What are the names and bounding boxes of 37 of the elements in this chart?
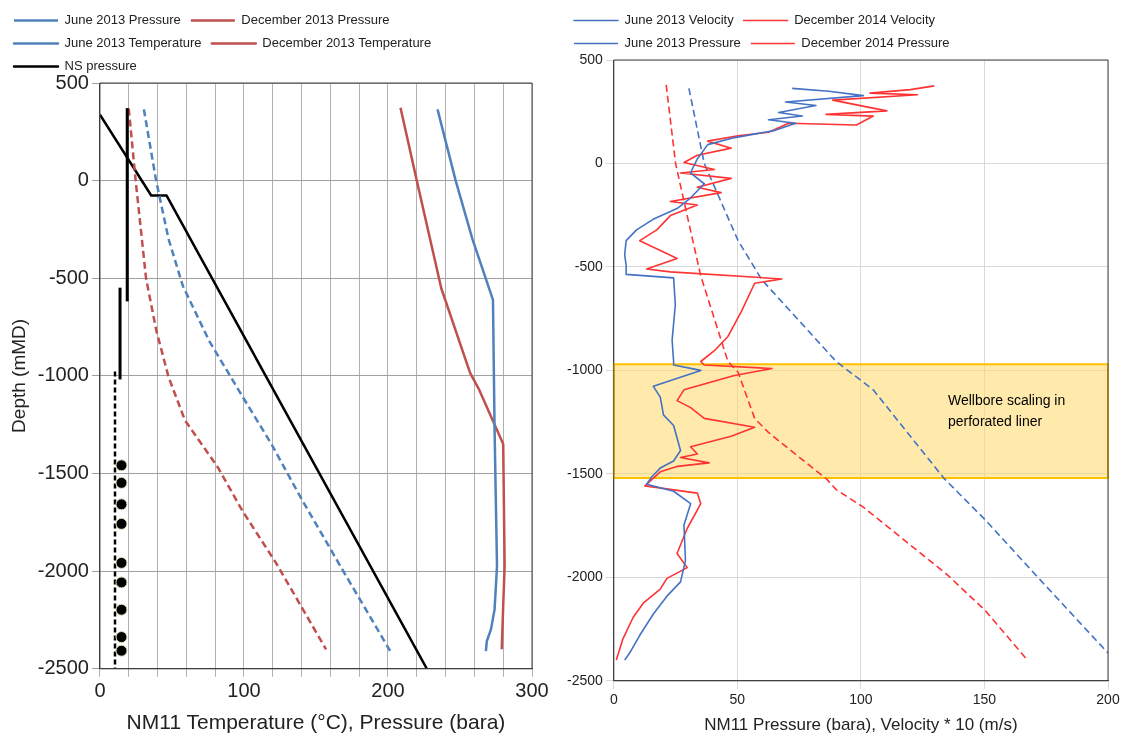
y-tick-label: 0 — [77, 168, 89, 191]
x-tick-label: 200 — [1096, 691, 1120, 708]
legend-label: December 2013 Pressure — [241, 12, 390, 28]
line-series — [142, 108, 392, 653]
x-tick-label: 300 — [515, 679, 549, 702]
legend-label: December 2014 Pressure — [801, 35, 950, 51]
x-tick-label: 100 — [227, 679, 261, 702]
legend-label: June 2013 Pressure — [64, 12, 181, 28]
legend-label: June 2013 Pressure — [624, 35, 741, 51]
band-label: Wellbore scaling in perforated liner — [948, 392, 1066, 430]
y-tick-label: -1500 — [566, 464, 604, 481]
x-tick-label: 200 — [371, 679, 405, 702]
x-tick-label: 50 — [729, 691, 746, 708]
x-tick-label: 150 — [972, 691, 997, 708]
legend-label: June 2013 Temperature — [64, 35, 202, 51]
y-tick-label: -2500 — [566, 671, 604, 688]
y-tick-label: 0 — [595, 154, 604, 171]
y-tick-label: -500 — [574, 257, 604, 274]
y-tick-label: 500 — [579, 50, 604, 67]
y-tick-label: -1000 — [566, 361, 604, 378]
legend-label: December 2014 Velocity — [794, 12, 936, 28]
y-tick-label: -1000 — [37, 363, 89, 386]
x-axis-title: NM11 Pressure (bara), Velocity * 10 (m/s) — [704, 715, 1018, 735]
legend-label: December 2013 Temperature — [262, 35, 432, 51]
x-axis-title: NM11 Temperature (°C), Pressure (bara) — [126, 710, 506, 734]
line-series — [127, 107, 328, 651]
y-tick-label: -2000 — [37, 558, 89, 581]
y-tick-label: -2500 — [37, 656, 89, 679]
x-tick-label: 0 — [94, 679, 106, 702]
legend-label: June 2013 Velocity — [624, 12, 735, 28]
y-tick-label: -1500 — [37, 461, 89, 484]
y-tick-label: -2000 — [566, 568, 604, 585]
x-tick-label: 0 — [609, 691, 618, 708]
legend-label: NS pressure — [64, 58, 137, 74]
x-tick-label: 100 — [849, 691, 873, 708]
y-axis-title: Depth (mMD) — [7, 318, 29, 433]
y-tick-label: -500 — [48, 265, 89, 288]
